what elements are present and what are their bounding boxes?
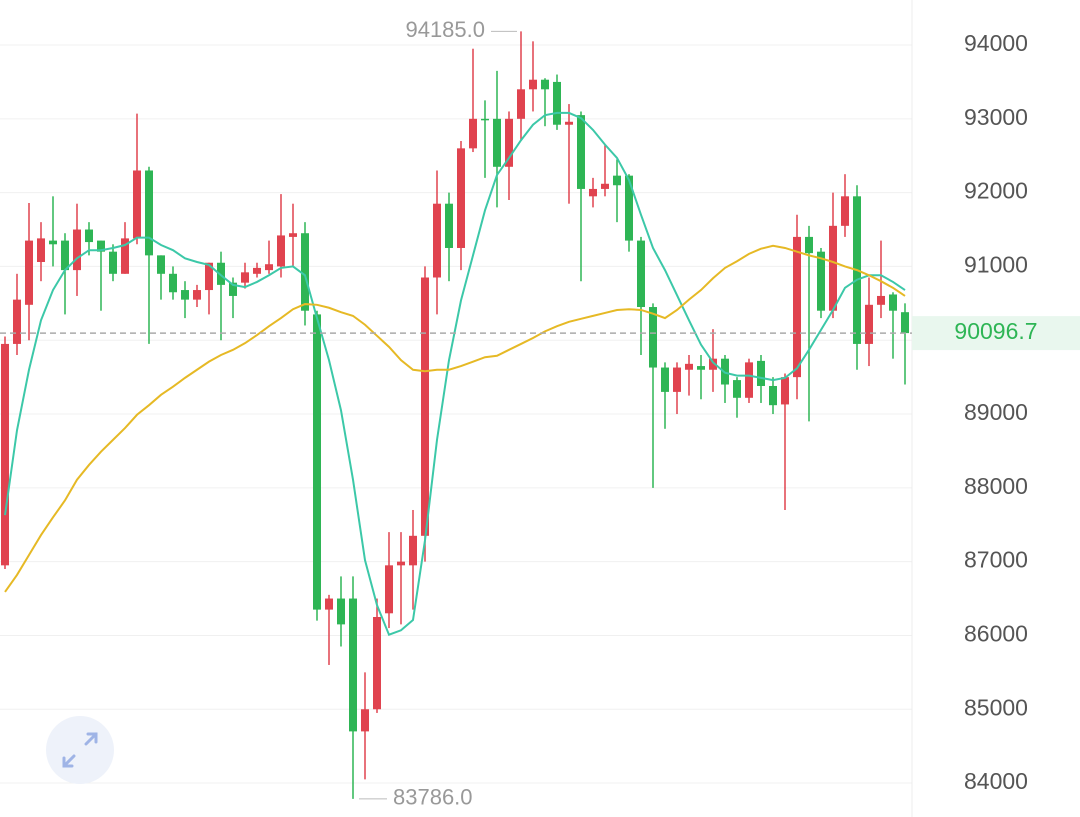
candle-body xyxy=(613,175,621,186)
candle-body xyxy=(697,366,705,370)
candle-body xyxy=(109,251,117,274)
y-tick-label: 85000 xyxy=(964,694,1028,720)
y-tick-label: 91000 xyxy=(964,252,1028,278)
candle-body xyxy=(277,235,285,267)
candle-body xyxy=(865,304,873,344)
candle-body xyxy=(241,272,249,283)
candle-body xyxy=(25,240,33,305)
candle-body xyxy=(649,307,657,368)
y-tick-label: 93000 xyxy=(964,104,1028,130)
candle-body xyxy=(889,294,897,311)
candle-body xyxy=(289,233,297,237)
ma-line xyxy=(4,244,906,593)
candle-body xyxy=(469,118,477,149)
candle-body xyxy=(97,240,105,252)
candle-body xyxy=(13,299,21,344)
candle-body xyxy=(493,118,501,167)
candle-body xyxy=(433,203,441,278)
expand-bg[interactable] xyxy=(46,716,114,784)
candle-body xyxy=(349,598,357,732)
candle-body xyxy=(829,225,837,311)
candle-body xyxy=(49,240,57,245)
candle-body xyxy=(145,170,153,256)
y-tick-label: 94000 xyxy=(964,30,1028,56)
candle-body xyxy=(553,81,561,125)
y-tick-label: 92000 xyxy=(964,178,1028,204)
ma-line xyxy=(4,111,906,636)
min-label: 83786.0 xyxy=(393,785,473,810)
y-tick-label: 86000 xyxy=(964,621,1028,647)
candle-body xyxy=(253,267,261,274)
candle-body xyxy=(445,203,453,248)
y-tick-label: 89000 xyxy=(964,399,1028,425)
candle-body xyxy=(637,240,645,308)
candle-body xyxy=(661,367,669,392)
candle-body xyxy=(325,598,333,610)
candle-body xyxy=(625,175,633,241)
candle-body xyxy=(745,362,753,398)
candle-body xyxy=(205,262,213,291)
candle-body xyxy=(901,312,909,334)
candle-body xyxy=(577,115,585,189)
candle-body xyxy=(301,233,309,311)
candle-body xyxy=(121,238,129,274)
expand-icon[interactable] xyxy=(62,732,98,768)
y-tick-label: 84000 xyxy=(964,768,1028,794)
candle-body xyxy=(313,314,321,610)
candle-body xyxy=(337,598,345,625)
candle-body xyxy=(793,236,801,378)
candle-body xyxy=(193,290,201,300)
candle-body xyxy=(1,343,9,566)
y-tick-label: 88000 xyxy=(964,473,1028,499)
grid xyxy=(0,44,912,784)
candle-body xyxy=(265,264,273,271)
candle-body xyxy=(565,121,573,125)
candle-body xyxy=(397,561,405,566)
candle-body xyxy=(373,616,381,710)
candle-body xyxy=(457,148,465,248)
candle-body xyxy=(517,89,525,119)
candle-body xyxy=(385,565,393,614)
max-label: 94185.0 xyxy=(405,17,485,42)
candle-body xyxy=(589,188,597,197)
candle-body xyxy=(157,255,165,274)
candle-body xyxy=(85,229,93,243)
candle-body xyxy=(37,238,45,263)
candle-body xyxy=(217,262,225,285)
candle-body xyxy=(733,380,741,398)
expand-button[interactable] xyxy=(46,716,114,784)
candle-body xyxy=(133,170,141,239)
candle-body xyxy=(229,282,237,296)
last-price-bg xyxy=(912,316,1080,351)
candle-body xyxy=(409,535,417,566)
candle-body xyxy=(169,273,177,293)
candle-body xyxy=(805,236,813,254)
candle-body xyxy=(781,377,789,405)
candle-body xyxy=(757,360,765,386)
candle-body xyxy=(61,240,69,271)
candle-body xyxy=(769,385,777,406)
last-price-label: 90096.7 xyxy=(954,318,1037,344)
candle-body xyxy=(817,251,825,311)
candle-body xyxy=(877,295,885,305)
candle-body xyxy=(529,79,537,90)
candle-body xyxy=(481,118,489,121)
candle-body xyxy=(709,358,717,370)
candle-body xyxy=(673,367,681,392)
candle-body xyxy=(421,277,429,536)
candle-body xyxy=(505,118,513,167)
candle-body xyxy=(841,196,849,226)
candle-body xyxy=(541,79,549,90)
y-tick-label: 87000 xyxy=(964,547,1028,573)
candle-body xyxy=(361,709,369,732)
candle-body xyxy=(601,183,609,189)
candle-body xyxy=(181,290,189,300)
candle-body xyxy=(73,229,81,271)
candle-body xyxy=(685,363,693,370)
